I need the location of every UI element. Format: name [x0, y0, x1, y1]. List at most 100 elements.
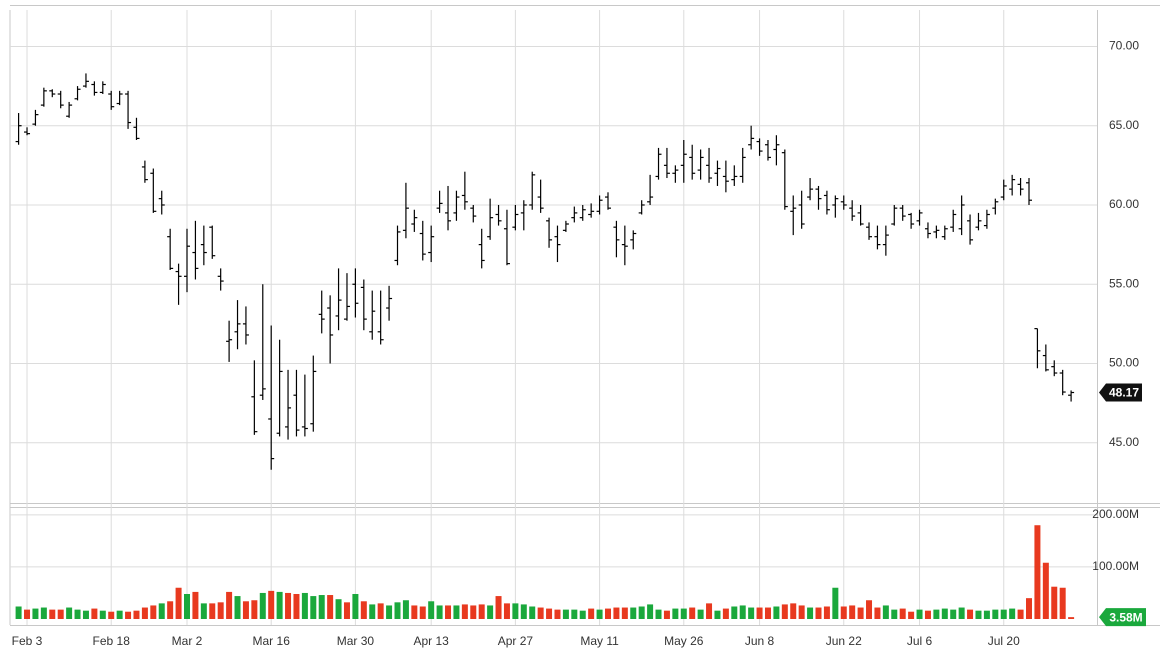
- volume-bar: [167, 601, 174, 619]
- volume-bar: [150, 605, 157, 619]
- volume-bar: [428, 601, 435, 619]
- volume-bar: [411, 605, 418, 619]
- volume-bar: [680, 608, 687, 619]
- volume-bar: [15, 606, 22, 619]
- volume-bar: [259, 592, 266, 619]
- x-tick-label: Jul 20: [988, 634, 1020, 648]
- volume-bar: [638, 606, 645, 619]
- last-price-badge: [1099, 383, 1142, 402]
- volume-bar: [891, 609, 898, 619]
- volume-bar: [832, 587, 839, 619]
- volume-bar: [722, 608, 729, 619]
- volume-bar: [192, 591, 199, 619]
- volume-bar: [849, 605, 856, 619]
- volume-bar: [655, 609, 662, 619]
- last-volume-label: 3.58M: [1109, 610, 1142, 624]
- volume-bar: [882, 605, 889, 619]
- ohlc-bars: [15, 73, 1075, 470]
- last-price-label: 48.17: [1109, 386, 1139, 400]
- volume-bar: [293, 593, 300, 619]
- volume-bar: [310, 596, 317, 619]
- x-tick-label: Apr 27: [498, 634, 534, 648]
- x-tick-label: Feb 3: [12, 634, 43, 648]
- volume-bar: [377, 603, 384, 619]
- x-tick-label: Mar 16: [253, 634, 291, 648]
- volume-bar: [478, 604, 485, 619]
- volume-bar: [773, 606, 780, 619]
- volume-bar: [301, 592, 308, 619]
- volume-bar: [529, 606, 536, 619]
- x-tick-label: Mar 30: [337, 634, 375, 648]
- volume-bar: [217, 602, 224, 619]
- volume-bar: [613, 607, 620, 619]
- volume-bar: [32, 608, 39, 619]
- volume-bar: [1034, 525, 1041, 619]
- volume-bar: [672, 608, 679, 619]
- volume-bar: [1051, 586, 1058, 619]
- volume-bar: [756, 607, 763, 619]
- volume-bar: [318, 595, 325, 619]
- volume-bar: [1000, 609, 1007, 619]
- volume-bar: [453, 605, 460, 619]
- volume-bar: [941, 608, 948, 619]
- y-tick-label: 65.00: [1109, 118, 1139, 132]
- last-volume-badge: [1099, 608, 1146, 627]
- volume-bar: [40, 607, 47, 619]
- volume-bar: [352, 593, 359, 619]
- volume-bar: [125, 611, 132, 619]
- volume-bar: [200, 603, 207, 619]
- volume-bar: [764, 607, 771, 619]
- volume-bar: [975, 610, 982, 619]
- volume-bar: [933, 609, 940, 619]
- volume-bar: [445, 605, 452, 619]
- volume-bar: [66, 607, 73, 619]
- volume-bar: [158, 603, 165, 619]
- volume-bar: [1009, 608, 1016, 619]
- y-tick-label: 200.00M: [1092, 507, 1139, 521]
- volume-bar: [57, 609, 64, 619]
- y-tick-label: 45.00: [1109, 435, 1139, 449]
- volume-bar: [714, 610, 721, 619]
- volume-bar: [82, 610, 89, 619]
- volume-bar: [1068, 617, 1075, 619]
- volume-bar: [1026, 598, 1032, 619]
- volume-bar: [419, 606, 426, 619]
- volume-bar: [605, 608, 611, 619]
- x-tick-label: Jun 22: [826, 634, 862, 648]
- volume-bar: [562, 609, 569, 619]
- volume-bar: [487, 605, 494, 619]
- volume-bar: [950, 609, 957, 619]
- x-tick-label: Feb 18: [93, 634, 131, 648]
- volume-bar: [242, 601, 249, 619]
- volume-bar: [49, 609, 56, 619]
- y-tick-label: 50.00: [1109, 356, 1139, 370]
- volume-bar: [621, 607, 628, 619]
- volume-bar: [226, 591, 233, 619]
- volume-bar: [899, 608, 906, 619]
- volume-bar: [739, 605, 746, 619]
- volume-bar: [663, 610, 670, 619]
- volume-bar: [209, 603, 216, 619]
- volume-bar: [394, 602, 401, 619]
- x-tick-label: May 11: [580, 634, 619, 648]
- y-tick-label: 60.00: [1109, 197, 1139, 211]
- volume-bar: [1059, 587, 1066, 619]
- volume-bar: [579, 610, 586, 619]
- volume-bar: [335, 599, 342, 619]
- volume-bar: [184, 593, 190, 619]
- volume-bar: [798, 605, 805, 619]
- volume-bar: [588, 608, 595, 619]
- volume-bar: [596, 609, 603, 619]
- x-tick-label: Jun 8: [745, 634, 775, 648]
- x-tick-label: Jul 6: [907, 634, 933, 648]
- x-tick-label: Apr 13: [414, 634, 450, 648]
- y-tick-label: 55.00: [1109, 276, 1139, 290]
- x-tick-label: May 26: [664, 634, 704, 648]
- volume-bar: [116, 610, 123, 619]
- volume-bar: [983, 610, 990, 619]
- volume-bar: [91, 608, 98, 619]
- volume-bar: [748, 607, 755, 619]
